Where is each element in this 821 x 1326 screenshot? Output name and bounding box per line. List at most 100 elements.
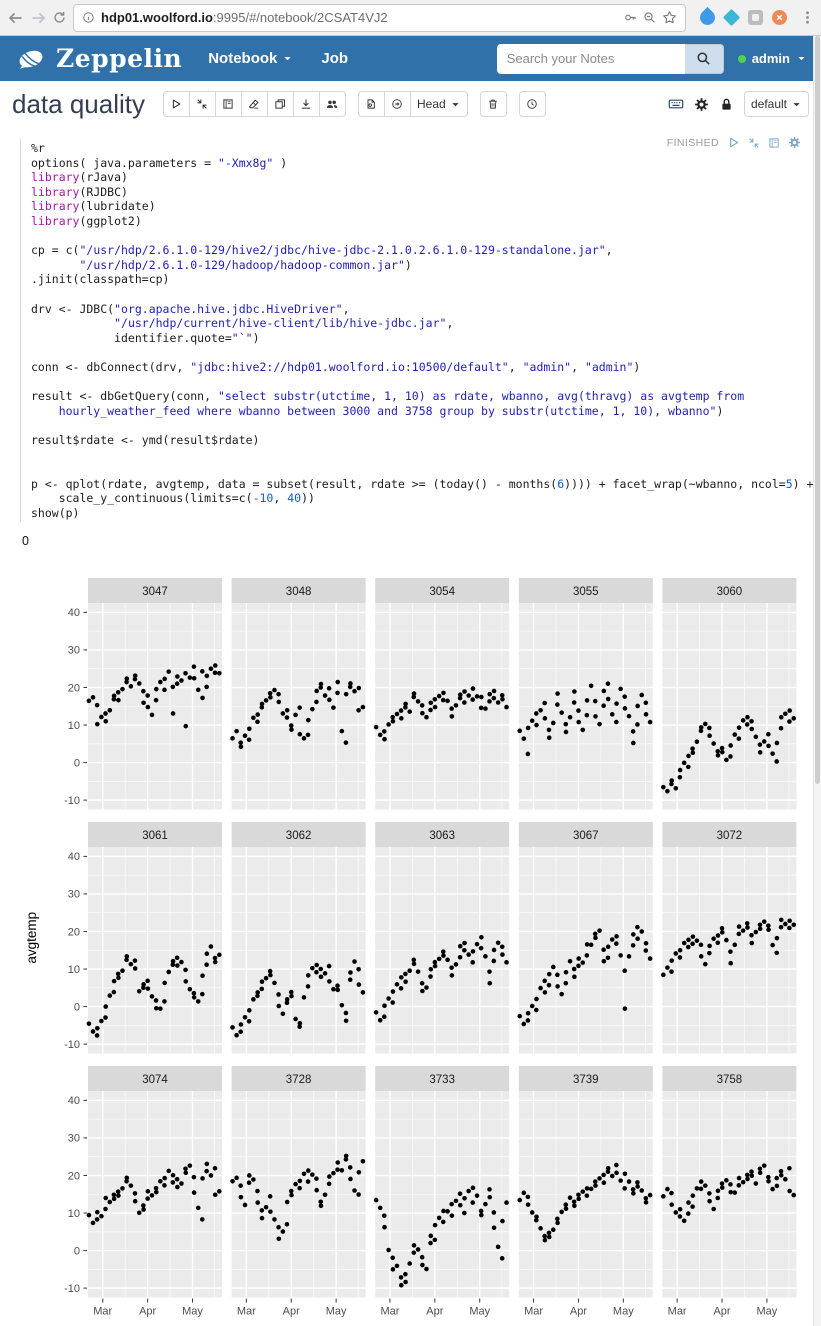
chevron-down-icon (796, 53, 807, 64)
paragraph: FINISHED %r options( java.parameters = "-… (0, 127, 821, 1326)
svg-text:May: May (182, 1306, 203, 1318)
svg-text:40: 40 (68, 852, 80, 864)
menu-notebook[interactable]: Notebook (208, 50, 293, 67)
svg-text:0: 0 (74, 758, 80, 770)
svg-text:10: 10 (68, 1208, 80, 1220)
svg-text:Apr: Apr (139, 1306, 156, 1318)
info-icon[interactable] (82, 11, 95, 24)
browser-menu-icon[interactable] (796, 7, 818, 29)
clock-icon (526, 98, 538, 110)
chevron-down-icon (450, 99, 461, 110)
zeppelin-brand[interactable]: Zeppelin (14, 44, 182, 73)
svg-text:20: 20 (68, 927, 80, 939)
code-line: "/usr/hdp/current/hive-client/lib/hive-j… (114, 316, 454, 331)
interpreter-dropdown[interactable]: default (743, 91, 809, 117)
toggle-code-button[interactable] (188, 91, 216, 117)
url-bar[interactable]: hdp01.woolford.io:9995/#/notebook/2CSAT4… (73, 3, 686, 32)
extension-drop-icon[interactable] (696, 6, 719, 29)
svg-text:3733: 3733 (429, 1074, 455, 1086)
code-line: show(p) (31, 505, 80, 520)
play-icon (170, 98, 182, 110)
remove-note-button[interactable] (479, 91, 507, 117)
svg-text:Mar: Mar (237, 1306, 256, 1318)
extension-orange-icon[interactable] (772, 10, 787, 25)
online-status-dot (737, 54, 746, 63)
paragraph-settings-button[interactable] (788, 136, 801, 149)
set-revision-button[interactable] (383, 91, 411, 117)
revision-dropdown[interactable]: Head (409, 91, 468, 117)
code-line (31, 287, 805, 302)
svg-text:0: 0 (74, 1002, 80, 1014)
scheduler-button[interactable] (518, 91, 546, 117)
svg-text:3063: 3063 (429, 830, 455, 842)
clone-note-button[interactable] (266, 91, 294, 117)
svg-text:3061: 3061 (142, 830, 168, 842)
download-icon (300, 98, 312, 110)
key-icon[interactable] (624, 11, 637, 24)
search-input[interactable] (496, 43, 685, 74)
svg-text:-10: -10 (64, 795, 80, 807)
search-button[interactable] (684, 43, 724, 74)
search-icon (696, 51, 711, 66)
code-line: library(ggplot2) (31, 213, 142, 228)
run-all-paragraphs-button[interactable] (162, 91, 190, 117)
zoom-out-icon[interactable] (643, 11, 656, 24)
menu-job[interactable]: Job (321, 50, 349, 67)
shortcuts-button[interactable] (668, 96, 684, 112)
toggle-editor-button[interactable] (768, 137, 780, 149)
code-line: library(RJDBC) (31, 184, 128, 199)
svg-text:3074: 3074 (142, 1074, 168, 1086)
expand-paragraph-button[interactable] (748, 137, 760, 149)
code-line: result <- dbGetQuery(conn, "select subst… (31, 389, 745, 404)
chevron-down-icon (791, 99, 802, 110)
version-control-group: Head (357, 91, 468, 117)
svg-text:May: May (757, 1306, 778, 1318)
zeppelin-navbar: Zeppelin Notebook Job admin (0, 36, 821, 81)
code-line: library(rJava) (31, 170, 128, 185)
svg-text:3055: 3055 (573, 586, 599, 598)
eraser-icon (248, 98, 260, 110)
svg-text:Apr: Apr (713, 1306, 730, 1318)
toggle-output-button[interactable] (214, 91, 242, 117)
bookmark-star-icon[interactable] (662, 10, 677, 25)
search-box (496, 43, 724, 74)
svg-text:0: 0 (74, 1246, 80, 1258)
svg-text:40: 40 (68, 1096, 80, 1108)
run-paragraph-button[interactable] (727, 136, 740, 149)
note-title[interactable]: data quality (12, 88, 145, 119)
svg-text:Mar: Mar (380, 1306, 399, 1318)
forward-icon[interactable] (30, 7, 46, 29)
book-icon (222, 98, 234, 110)
code-line: options( java.parameters = "-Xmx8g" ) (31, 155, 288, 170)
extension-diamond-icon[interactable] (722, 8, 741, 27)
back-icon[interactable] (8, 7, 24, 29)
code-editor[interactable]: %r options( java.parameters = "-Xmx8g" ) l… (20, 139, 813, 523)
svg-text:10: 10 (68, 964, 80, 976)
code-line (31, 447, 805, 462)
reload-icon[interactable] (52, 7, 67, 29)
svg-text:20: 20 (68, 683, 80, 695)
code-line (31, 229, 805, 244)
extensions-area (696, 6, 818, 29)
note-settings-button[interactable] (694, 97, 709, 112)
permissions-button[interactable] (719, 97, 734, 112)
brand-name: Zeppelin (56, 44, 183, 73)
code-line: hourly_weather_feed where wbanno between… (31, 403, 724, 418)
svg-text:3758: 3758 (717, 1074, 743, 1086)
book-icon (768, 137, 780, 149)
clear-output-button[interactable] (240, 91, 268, 117)
zeppelin-logo-icon (14, 46, 48, 72)
svg-text:3047: 3047 (142, 586, 168, 598)
code-line: result$rdate <- ymd(result$rdate) (31, 432, 260, 447)
commit-button[interactable] (357, 91, 385, 117)
collaboration-button[interactable] (318, 91, 346, 117)
code-line: scale_y_continuous(limits=c(-10, 40)) (31, 491, 315, 506)
extension-app-icon[interactable] (748, 10, 763, 25)
svg-text:30: 30 (68, 1133, 80, 1145)
lock-icon (719, 97, 734, 112)
users-icon (326, 98, 338, 110)
export-note-button[interactable] (292, 91, 320, 117)
scrollbar-thumb[interactable] (815, 36, 820, 785)
user-menu[interactable]: admin (737, 51, 807, 66)
page-scrollbar[interactable] (813, 36, 821, 1326)
